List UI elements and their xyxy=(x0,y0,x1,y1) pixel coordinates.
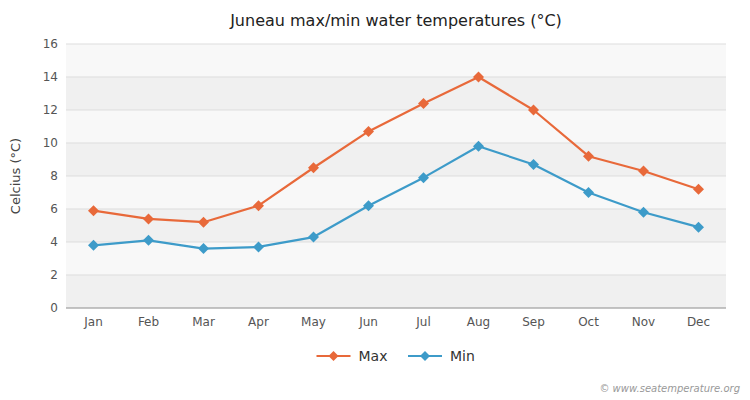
x-tick-label: May xyxy=(301,315,326,329)
grid-band xyxy=(66,44,726,77)
point xyxy=(528,159,539,170)
grid-line xyxy=(66,77,726,78)
y-tick-label: 6 xyxy=(50,202,58,216)
point xyxy=(418,172,429,183)
point xyxy=(308,232,319,243)
point xyxy=(253,200,264,211)
legend-label: Max xyxy=(359,348,388,364)
y-tick-label: 12 xyxy=(43,103,58,117)
x-axis-line xyxy=(66,308,726,309)
y-tick-label: 8 xyxy=(50,169,58,183)
point xyxy=(88,205,99,216)
point xyxy=(473,72,484,83)
title: Juneau max/min water temperatures (°C) xyxy=(229,11,562,30)
x-tick-label: Aug xyxy=(467,315,490,329)
point xyxy=(638,166,649,177)
x-tick-label: Mar xyxy=(192,315,215,329)
x-tick-label: Jul xyxy=(415,315,430,329)
grid-line xyxy=(66,176,726,177)
grid-line xyxy=(66,209,726,210)
series-line xyxy=(94,146,699,248)
chart: 0 2 4 6 8 10 12 14 16 Jan Feb Mar Apr May Jun Jul Aug Sep… xyxy=(0,0,750,400)
grid-band xyxy=(66,242,726,275)
grid-line xyxy=(66,44,726,45)
point xyxy=(693,222,704,233)
point xyxy=(143,235,154,246)
y-tick-label: 4 xyxy=(50,235,58,249)
point xyxy=(583,151,594,162)
legend-marker xyxy=(329,351,339,361)
x-tick-label: Feb xyxy=(138,315,159,329)
grid-line xyxy=(66,275,726,276)
x-tick-label: Dec xyxy=(687,315,710,329)
y-tick-label: 0 xyxy=(50,301,58,315)
x-tick-label: Apr xyxy=(248,315,269,329)
x-tick-label: Nov xyxy=(632,315,655,329)
point xyxy=(308,162,319,173)
point xyxy=(473,141,484,152)
x-tick-label: Jun xyxy=(358,315,378,329)
point xyxy=(583,187,594,198)
grid xyxy=(66,44,726,308)
y-tick-label: 14 xyxy=(43,70,58,84)
legend: Max Min xyxy=(317,348,475,364)
grid-band xyxy=(66,110,726,143)
point xyxy=(528,105,539,116)
grid-line xyxy=(66,110,726,111)
point xyxy=(363,126,374,137)
point xyxy=(198,217,209,228)
y-tick-label: 2 xyxy=(50,268,58,282)
grid-band xyxy=(66,143,726,176)
y-axis-label: Celcius (°C) xyxy=(8,138,23,214)
grid-line xyxy=(66,308,726,309)
point xyxy=(363,200,374,211)
point xyxy=(198,243,209,254)
y-tick-label: 16 xyxy=(43,37,58,51)
legend-marker xyxy=(420,351,430,361)
x-tick-label: Oct xyxy=(578,315,599,329)
grid-band xyxy=(66,209,726,242)
series xyxy=(88,141,704,254)
point xyxy=(418,98,429,109)
point xyxy=(253,241,264,252)
x-tick-label: Jan xyxy=(83,315,103,329)
point xyxy=(143,213,154,224)
legend-label: Min xyxy=(450,348,475,364)
y-tick-label: 10 xyxy=(43,136,58,150)
grid-band xyxy=(66,275,726,308)
point xyxy=(693,184,704,195)
grid-line xyxy=(66,143,726,144)
watermark: © www.seatemperature.org xyxy=(599,383,740,394)
plot-area xyxy=(88,72,704,255)
point xyxy=(88,240,99,251)
series xyxy=(88,72,704,228)
point xyxy=(638,207,649,218)
grid-band xyxy=(66,77,726,110)
x-tick-label: Sep xyxy=(522,315,545,329)
